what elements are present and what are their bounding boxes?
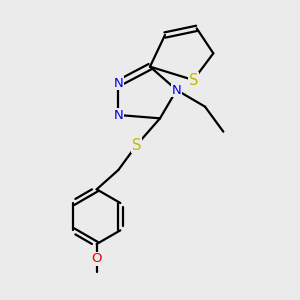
Text: S: S <box>132 137 141 152</box>
Text: N: N <box>113 77 123 90</box>
Text: S: S <box>189 73 198 88</box>
Text: O: O <box>92 253 102 266</box>
Text: N: N <box>113 109 123 122</box>
Text: N: N <box>172 83 182 97</box>
